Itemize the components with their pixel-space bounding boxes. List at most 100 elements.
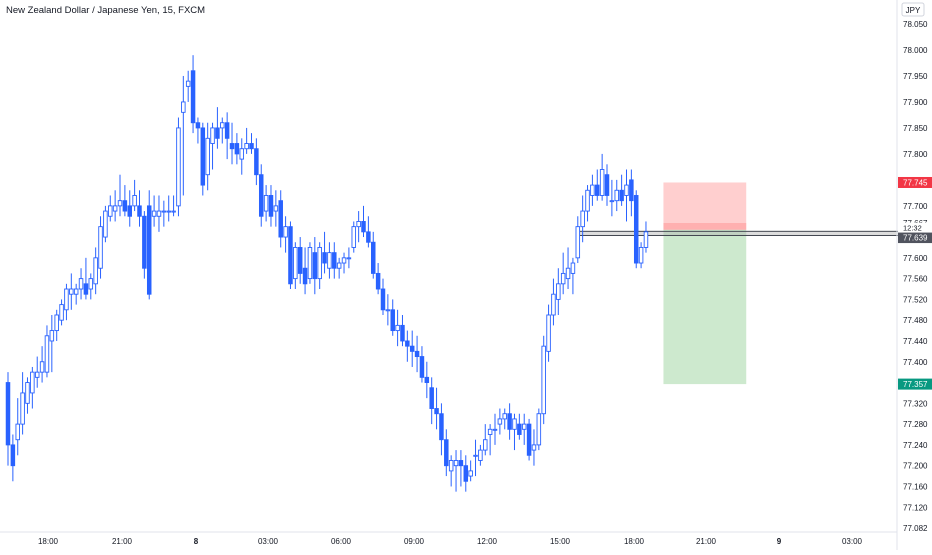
candle-body — [249, 143, 254, 150]
candle-body — [176, 127, 181, 207]
candle-body — [297, 246, 303, 274]
candle-body — [200, 127, 206, 186]
candle-body — [312, 252, 318, 280]
candle-body — [108, 205, 113, 217]
candle-body — [531, 444, 537, 451]
time-tick-label: 18:00 — [624, 537, 645, 546]
support-zone-rectangle[interactable] — [578, 230, 903, 236]
price-badge-label: 77.745 — [903, 178, 928, 187]
candle-body — [69, 288, 74, 295]
candle-body — [458, 460, 464, 467]
candle — [278, 190, 283, 248]
candle — [220, 117, 225, 144]
candle — [215, 107, 220, 149]
candle-body — [614, 189, 620, 202]
candle — [30, 366, 35, 409]
take-profit-zone[interactable] — [663, 229, 747, 385]
candle — [88, 273, 94, 300]
candle-body — [122, 200, 128, 212]
price-tick-label: 77.850 — [903, 124, 928, 133]
candle — [69, 273, 74, 310]
candle-body — [146, 205, 152, 295]
candle — [258, 164, 264, 227]
candle-body — [336, 262, 342, 269]
price-tick-label: 77.560 — [903, 275, 928, 284]
candle — [624, 169, 629, 222]
candle-body — [487, 428, 493, 435]
candle-body — [239, 148, 245, 160]
candle — [643, 221, 649, 253]
candle — [293, 242, 298, 290]
candle — [439, 403, 444, 456]
currency-button[interactable] — [901, 2, 925, 17]
candle-body — [400, 324, 405, 342]
candle-body — [307, 246, 313, 280]
candle-body — [565, 267, 571, 280]
candle-body — [590, 184, 595, 196]
candle — [448, 455, 454, 487]
candles-layer — [5, 55, 649, 492]
candle — [541, 335, 546, 425]
candle-body — [117, 200, 123, 207]
candle-body — [98, 226, 103, 269]
candle-body — [541, 345, 546, 415]
candle — [254, 138, 259, 186]
candle-body — [244, 143, 249, 150]
candle — [609, 179, 615, 217]
price-tick-label: 77.240 — [903, 441, 928, 450]
candle — [429, 377, 434, 425]
candle — [317, 242, 322, 290]
candle-body — [604, 174, 610, 196]
candle — [229, 122, 235, 165]
candle — [614, 179, 620, 212]
chart-title: New Zealand Dollar / Japanese Yen, 15, F… — [6, 5, 206, 16]
price-axis[interactable]: JPY 78.050 78.000 77.950 77.900 77.850 77.800 7… — [896, 0, 932, 550]
candle-body — [473, 454, 478, 457]
candle-body — [327, 252, 332, 269]
time-axis[interactable]: 18:00 21:00 8 03:00 06:00 09:00 12:00 15:00 18:0… — [0, 531, 897, 546]
candle-body — [181, 101, 186, 113]
candle — [185, 70, 191, 102]
candle — [302, 247, 308, 295]
candle-body — [361, 221, 366, 233]
candle-body — [633, 195, 639, 264]
candle — [181, 75, 186, 196]
candle-body — [385, 309, 391, 312]
price-tick-label: 77.700 — [903, 202, 928, 211]
time-tick-label: 15:00 — [550, 537, 571, 546]
price-badge — [898, 176, 932, 188]
candle-body — [556, 283, 561, 300]
candle-body — [570, 262, 576, 274]
candle-body — [409, 345, 415, 352]
candle — [551, 278, 556, 326]
candle — [297, 237, 303, 284]
candle — [249, 133, 254, 154]
candle-body — [78, 278, 84, 290]
price-tick-label: 78.000 — [903, 46, 928, 55]
candle — [526, 418, 532, 461]
time-tick-label: 21:00 — [696, 537, 717, 546]
candle — [166, 195, 171, 222]
candle — [375, 263, 381, 295]
candle-body — [546, 314, 551, 352]
candle-body — [127, 205, 132, 217]
candle-body — [624, 184, 629, 196]
candle-body — [502, 413, 507, 420]
candle — [531, 429, 537, 466]
current-pnl-zone — [663, 223, 747, 230]
candle-body — [25, 382, 30, 404]
candle-body — [151, 210, 157, 217]
candle — [385, 294, 391, 326]
candle — [142, 211, 147, 279]
candle — [478, 444, 483, 466]
candle — [409, 330, 415, 367]
candle — [54, 309, 59, 341]
candle-body — [375, 272, 381, 290]
candle-body — [224, 122, 230, 139]
candle-body — [444, 439, 449, 467]
candle — [585, 185, 590, 222]
candle — [473, 439, 478, 477]
candle-body — [64, 288, 69, 311]
stop-loss-zone[interactable] — [663, 182, 747, 230]
